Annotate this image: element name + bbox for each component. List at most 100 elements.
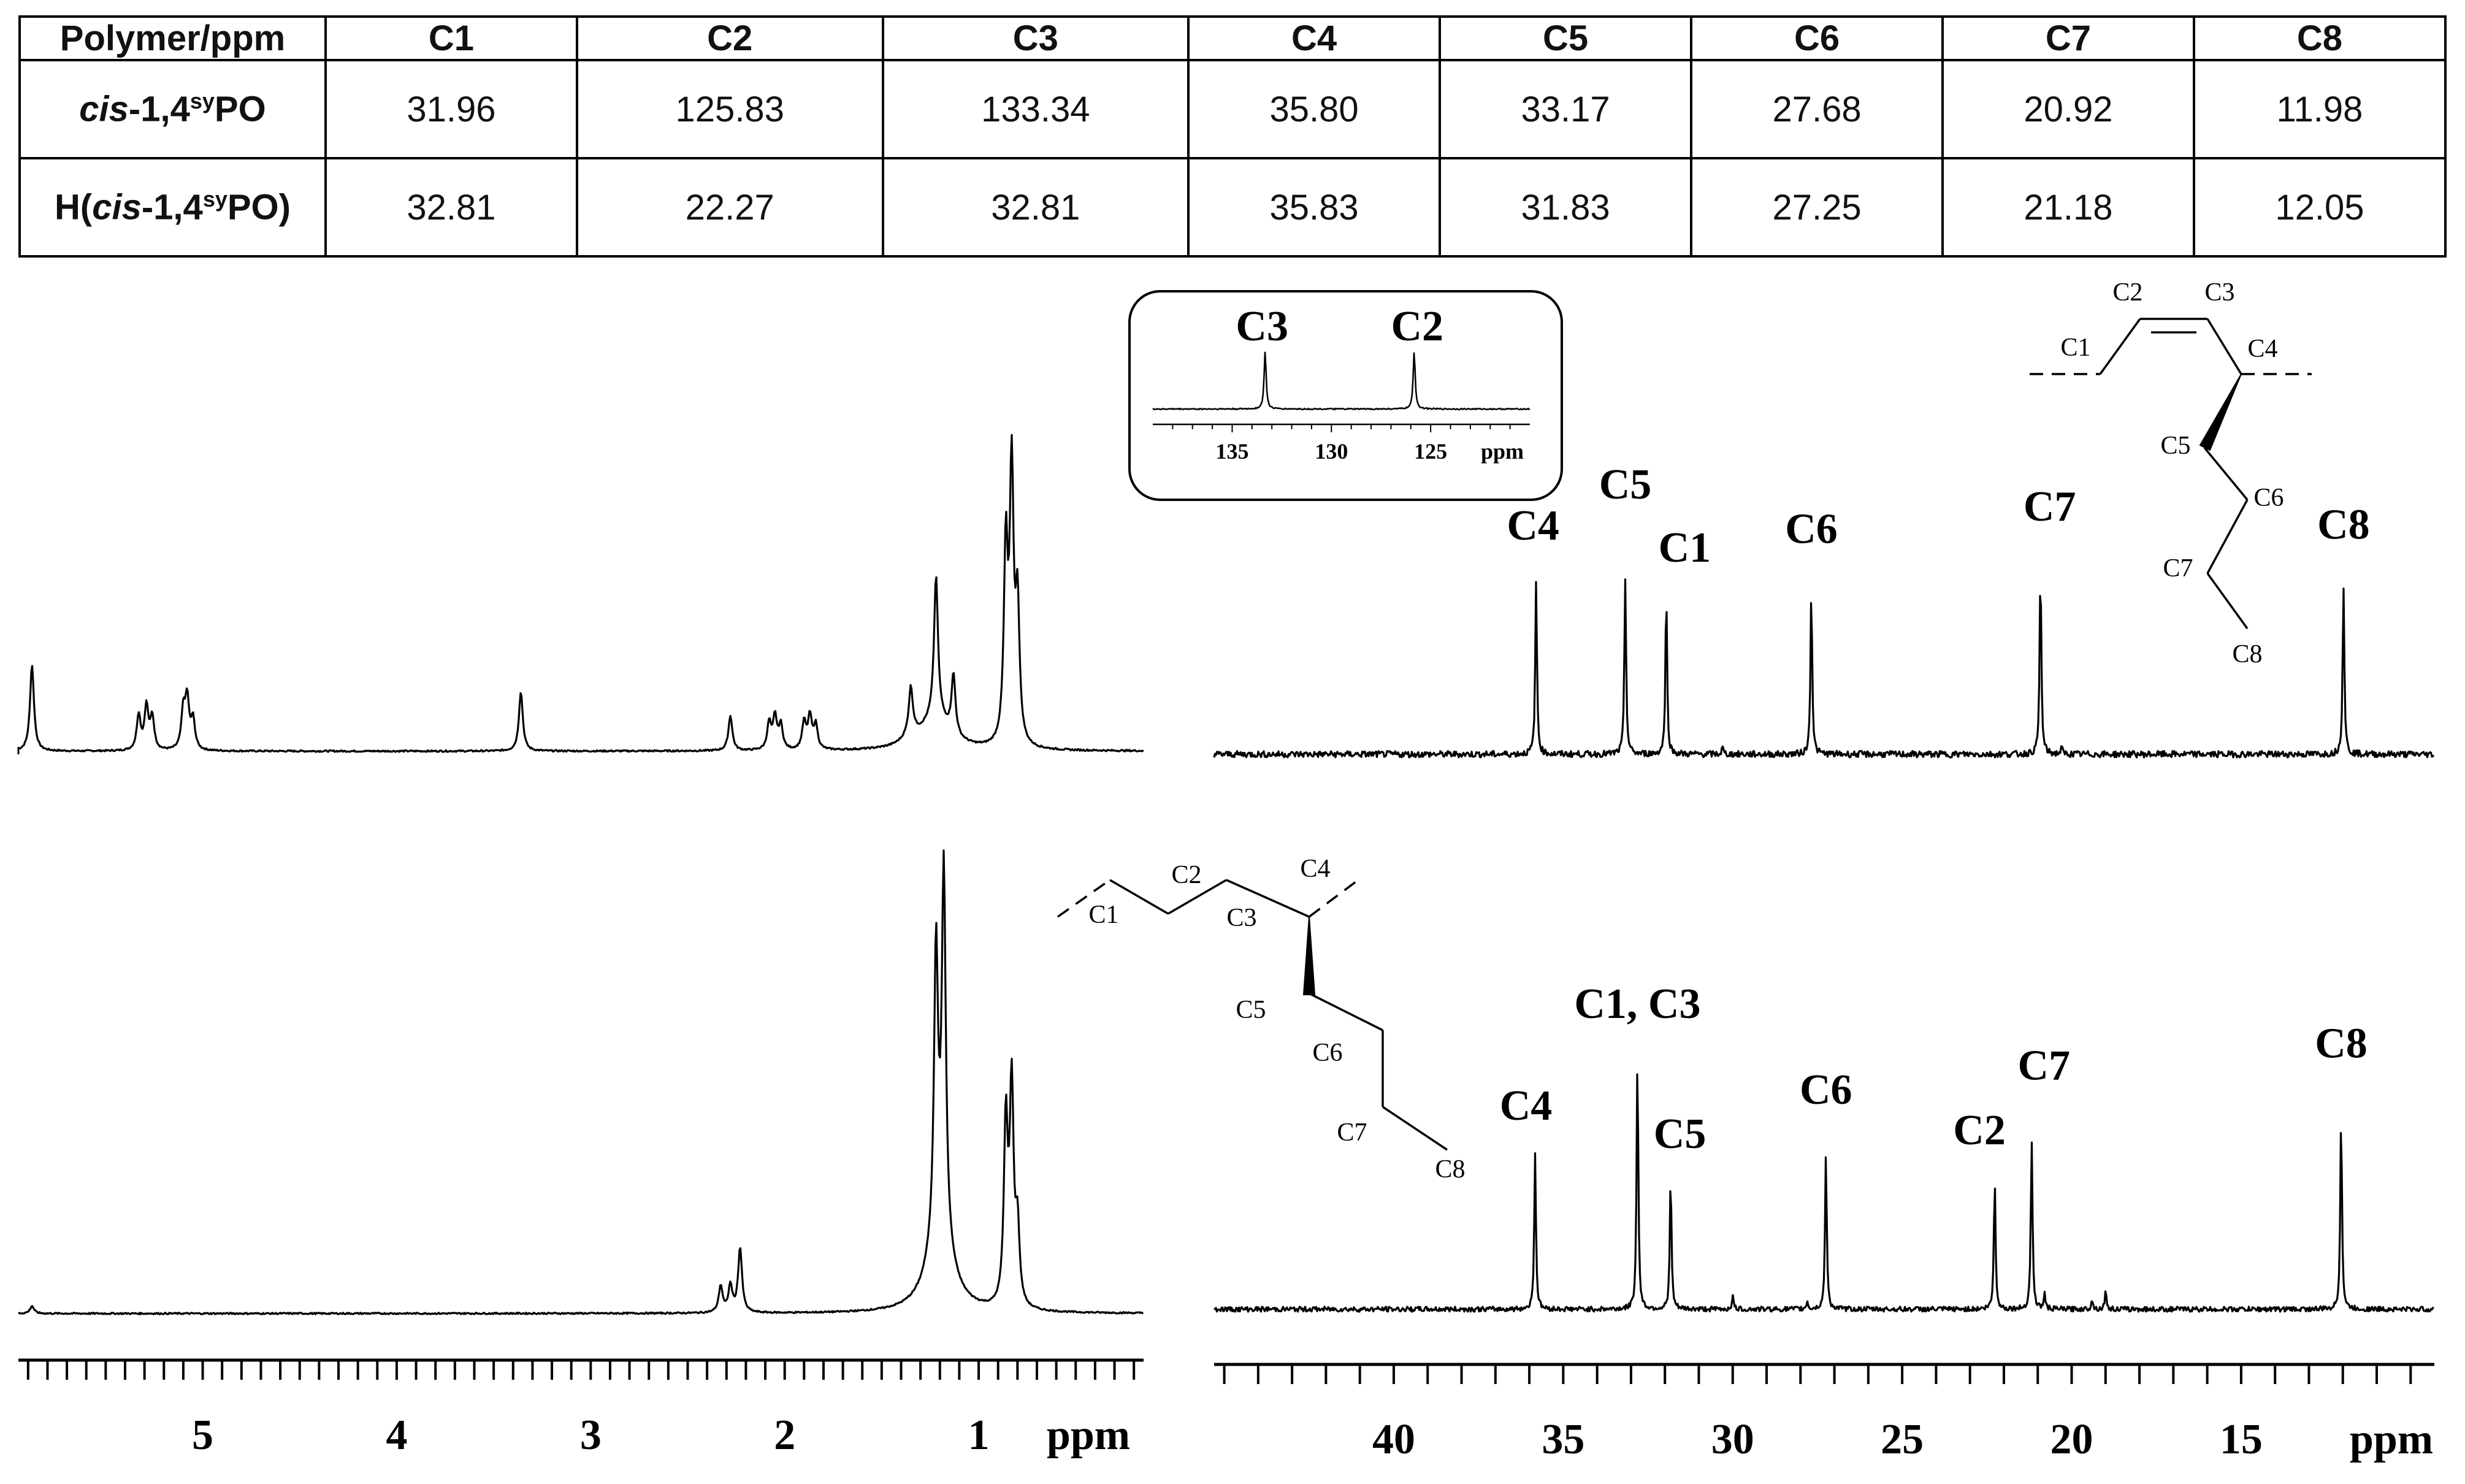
- table-cell: 31.96: [324, 59, 578, 159]
- bond: [1168, 879, 1227, 915]
- spectrum-trace: [1213, 1073, 2434, 1313]
- peak-label: C8: [2317, 502, 2370, 549]
- table-header-cell: C7: [1941, 15, 2195, 61]
- spectrum-trace: [18, 849, 1144, 1315]
- x-tick-label: 30: [1711, 1416, 1754, 1463]
- table-cell: 12.05: [2192, 157, 2447, 258]
- table-header-cell: C2: [575, 15, 884, 61]
- spectrum-trace: [18, 434, 1144, 753]
- table-row: H(cis-1,4syPO) 32.81 22.27 32.81 35.83 3…: [18, 157, 2447, 258]
- table-cell: 11.98: [2192, 59, 2447, 159]
- bond: [2203, 446, 2249, 501]
- table-cell: 31.83: [1439, 157, 1693, 258]
- chemical-shift-table: Polymer/ppm C1 C2 C3 C4 C5 C6 C7 C8 cis-…: [18, 15, 2447, 258]
- bond: [1226, 879, 1310, 918]
- peak-label: C1: [1659, 524, 1711, 572]
- wedge-bond: [1302, 916, 1316, 995]
- atom-label: C1: [2060, 334, 2090, 362]
- bond: [2206, 499, 2249, 574]
- atom-label: C7: [1337, 1119, 1367, 1147]
- olefinic-inset: 135 130 125 ppm C3 C2: [1128, 290, 1563, 501]
- atom-label: C3: [2204, 278, 2234, 307]
- table-cell: 27.68: [1690, 59, 1944, 159]
- dashed-bond: [1308, 879, 1359, 918]
- inset-tick-label: 125: [1414, 439, 1447, 464]
- table-header-cell: C5: [1439, 15, 1693, 61]
- table-cell: 33.17: [1439, 59, 1693, 159]
- atom-label: C4: [1300, 855, 1330, 883]
- table-cell: 20.92: [1941, 59, 2195, 159]
- atom-label: C1: [1088, 901, 1118, 929]
- c13-spectrum-bottom: C4 C1, C3 C5 C6 C2 C7 C8 40 35 30 25 20 15 ppm: [1213, 981, 2434, 1463]
- inset-peak-label: C2: [1391, 303, 1444, 350]
- table-header-cell: C8: [2192, 15, 2447, 61]
- x-tick-label: 35: [1542, 1416, 1584, 1463]
- bond: [2206, 318, 2242, 375]
- atom-label: C7: [2163, 554, 2193, 583]
- x-tick-label: 4: [386, 1412, 407, 1459]
- x-tick-label: 25: [1881, 1416, 1924, 1463]
- table-header-cell: Polymer/ppm: [18, 15, 327, 61]
- peak-label: C7: [2018, 1042, 2071, 1089]
- x-axis-unit: ppm: [2350, 1416, 2433, 1463]
- row-label: cis-1,4syPO: [18, 59, 327, 159]
- peak-label: C8: [2315, 1020, 2368, 1067]
- x-tick-label: 15: [2220, 1416, 2263, 1463]
- table-header-cell: C4: [1187, 15, 1442, 61]
- peak-label: C5: [1599, 461, 1652, 508]
- table-cell: 21.18: [1941, 157, 2195, 258]
- atom-label: C8: [1435, 1155, 1465, 1184]
- peak-label: C2: [1953, 1107, 2006, 1154]
- atom-label: C3: [1226, 904, 1256, 932]
- x-tick-label: 20: [2050, 1416, 2093, 1463]
- bond: [2206, 572, 2249, 630]
- h1-spectrum-top: [17, 434, 1144, 754]
- table-cell: 32.81: [881, 157, 1190, 258]
- table-cell: 27.25: [1690, 157, 1944, 258]
- peak-label: C4: [1500, 1082, 1553, 1130]
- row-label: H(cis-1,4syPO): [18, 157, 327, 258]
- inset-tick-label: 130: [1315, 439, 1348, 464]
- table-cell: 35.80: [1187, 59, 1442, 159]
- wedge-bond: [2199, 373, 2242, 451]
- x-axis-unit: ppm: [1047, 1412, 1130, 1459]
- bond: [2099, 318, 2141, 375]
- table-cell: 32.81: [324, 157, 578, 258]
- hydrogenated-structure: C1 C2 C3 C4 C5 C6 C7 C8: [1057, 855, 1466, 1184]
- spectrum-trace: [1213, 578, 2435, 759]
- x-tick-label: 1: [968, 1412, 990, 1459]
- atom-label: C6: [2253, 484, 2283, 512]
- inset-tick-label: 135: [1215, 439, 1248, 464]
- x-tick-label: 2: [774, 1412, 795, 1459]
- atom-label: C4: [2247, 335, 2277, 363]
- peak-label: C1, C3: [1574, 981, 1700, 1028]
- x-tick-label: 3: [580, 1412, 602, 1459]
- table-cell: 35.83: [1187, 157, 1442, 258]
- inset-unit: ppm: [1481, 439, 1524, 464]
- atom-label: C6: [1312, 1039, 1342, 1067]
- dashed-bond: [1057, 879, 1111, 918]
- table-header-cell: C3: [881, 15, 1190, 61]
- table-cell: 22.27: [575, 157, 884, 258]
- peak-label: C4: [1507, 502, 1559, 549]
- peak-label: C5: [1654, 1111, 1706, 1158]
- table-header-cell: C1: [324, 15, 578, 61]
- table-header-row: Polymer/ppm C1 C2 C3 C4 C5 C6 C7 C8: [18, 15, 2447, 61]
- table-row: cis-1,4syPO 31.96 125.83 133.34 35.80 33…: [18, 59, 2447, 159]
- peak-label: C6: [1785, 506, 1838, 553]
- atom-label: C2: [2112, 278, 2142, 307]
- bond: [1309, 992, 1383, 1031]
- table-cell: 133.34: [881, 59, 1190, 159]
- table-header-cell: C6: [1690, 15, 1944, 61]
- h1-spectrum-bottom: 5 4 3 2 1 ppm: [18, 849, 1144, 1459]
- bond: [1109, 879, 1169, 915]
- atom-label: C5: [2160, 432, 2190, 460]
- peak-label: C6: [1800, 1066, 1852, 1114]
- x-tick-label: 40: [1372, 1416, 1415, 1463]
- table-cell: 125.83: [575, 59, 884, 159]
- peak-label: C7: [2024, 483, 2076, 530]
- atom-label: C5: [1236, 996, 1266, 1024]
- inset-trace: [1152, 351, 1531, 411]
- x-tick-label: 5: [192, 1412, 213, 1459]
